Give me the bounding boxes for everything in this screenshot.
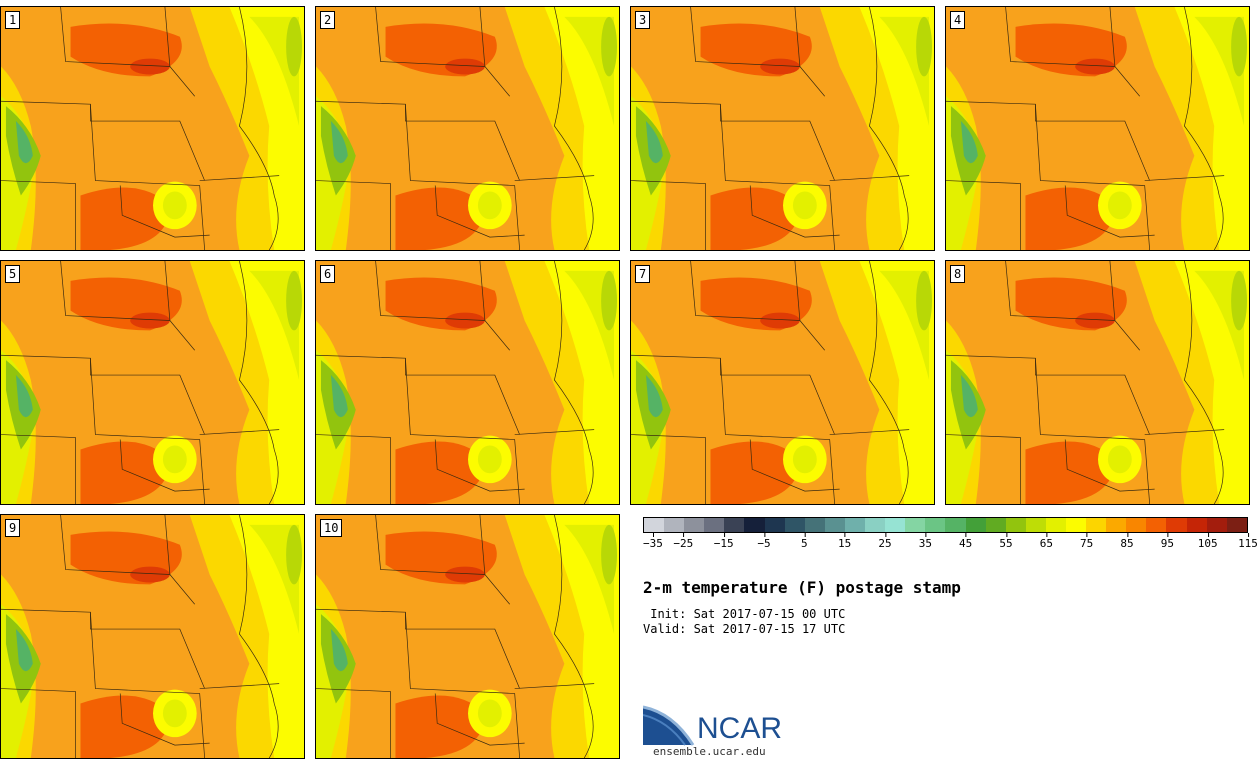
temperature-map bbox=[316, 261, 619, 504]
colorbar-swatch bbox=[1086, 518, 1107, 532]
colorbar-tick: 5 bbox=[801, 533, 808, 550]
ncar-logo-text: NCAR bbox=[697, 712, 783, 745]
init-time: Init: Sat 2017-07-15 00 UTC bbox=[643, 607, 846, 621]
colorbar-tick: −35 bbox=[643, 533, 663, 550]
colorbar-tick: −25 bbox=[673, 533, 693, 550]
member-panel: 4 bbox=[945, 6, 1250, 251]
member-panel: 6 bbox=[315, 260, 620, 505]
member-panel: 2 bbox=[315, 6, 620, 251]
colorbar-swatch bbox=[1045, 518, 1066, 532]
colorbar-swatch bbox=[945, 518, 966, 532]
colorbar-tick: −5 bbox=[757, 533, 771, 550]
temperature-map bbox=[316, 7, 619, 250]
temperature-map bbox=[316, 515, 619, 758]
colorbar-tick: 15 bbox=[838, 533, 851, 550]
member-number: 3 bbox=[635, 11, 651, 29]
colorbar-swatch bbox=[644, 518, 665, 532]
member-number: 7 bbox=[635, 265, 651, 283]
colorbar-tick: 105 bbox=[1198, 533, 1218, 550]
colorbar-swatch bbox=[764, 518, 785, 532]
member-number: 10 bbox=[320, 519, 343, 537]
temperature-map bbox=[631, 261, 934, 504]
colorbar-swatch bbox=[1146, 518, 1167, 532]
colorbar-swatch bbox=[724, 518, 745, 532]
member-panel: 5 bbox=[0, 260, 305, 505]
colorbar-swatch bbox=[1166, 518, 1187, 532]
colorbar-tick: −15 bbox=[714, 533, 734, 550]
colorbar-tick: 55 bbox=[999, 533, 1013, 550]
colorbar-swatch bbox=[1126, 518, 1147, 532]
colorbar-swatch bbox=[684, 518, 705, 532]
colorbar-swatch bbox=[1106, 518, 1127, 532]
colorbar-tick: 45 bbox=[959, 533, 972, 550]
colorbar-tick: 35 bbox=[919, 533, 932, 550]
member-panel: 7 bbox=[630, 260, 935, 505]
temperature-map bbox=[1, 515, 304, 758]
colorbar-tick: 75 bbox=[1080, 533, 1093, 550]
member-number: 9 bbox=[5, 519, 21, 537]
temperature-map bbox=[946, 261, 1249, 504]
temperature-map bbox=[1, 7, 304, 250]
colorbar-swatch bbox=[664, 518, 685, 532]
colorbar-swatch bbox=[784, 518, 805, 532]
colorbar-swatch bbox=[885, 518, 906, 532]
colorbar-swatch bbox=[965, 518, 986, 532]
temperature-map bbox=[1, 261, 304, 504]
colorbar-tick: 95 bbox=[1161, 533, 1174, 550]
colorbar-swatch bbox=[824, 518, 845, 532]
colorbar-swatch bbox=[804, 518, 825, 532]
temperature-map bbox=[631, 7, 934, 250]
member-panel: 3 bbox=[630, 6, 935, 251]
colorbar-swatch bbox=[1186, 518, 1207, 532]
member-number: 5 bbox=[5, 265, 21, 283]
member-number: 6 bbox=[320, 265, 336, 283]
chart-title: 2-m temperature (F) postage stamp bbox=[643, 578, 961, 597]
colorbar-swatch bbox=[905, 518, 926, 532]
valid-time: Valid: Sat 2017-07-15 17 UTC bbox=[643, 622, 846, 636]
colorbar-tick-labels: −35 −25 −15 −5 5 15 25 35 45 55 65 75 85 95 105 115 bbox=[643, 533, 1258, 553]
colorbar-swatch bbox=[1005, 518, 1026, 532]
member-number: 4 bbox=[950, 11, 966, 29]
colorbar-tick: 65 bbox=[1040, 533, 1053, 550]
member-number: 2 bbox=[320, 11, 336, 29]
member-number: 8 bbox=[950, 265, 966, 283]
temperature-colorbar bbox=[643, 517, 1248, 533]
colorbar-swatch bbox=[1206, 518, 1227, 532]
colorbar-tick: 85 bbox=[1120, 533, 1134, 550]
colorbar-swatch bbox=[744, 518, 765, 532]
colorbar-swatch bbox=[985, 518, 1006, 532]
colorbar-swatch bbox=[1065, 518, 1087, 532]
member-panel: 8 bbox=[945, 260, 1250, 505]
temperature-map bbox=[946, 7, 1249, 250]
member-number: 1 bbox=[5, 11, 21, 29]
colorbar-tick: 25 bbox=[878, 533, 892, 550]
member-panel: 10 bbox=[315, 514, 620, 759]
colorbar-swatch bbox=[925, 518, 946, 532]
colorbar-tick: 115 bbox=[1238, 533, 1258, 550]
colorbar-swatch bbox=[844, 518, 866, 532]
colorbar-swatch bbox=[1226, 518, 1247, 532]
colorbar-swatch bbox=[865, 518, 886, 532]
member-panel: 9 bbox=[0, 514, 305, 759]
ensemble-url: ensemble.ucar.edu bbox=[653, 745, 766, 758]
ncar-logo-icon bbox=[643, 705, 695, 746]
member-panel: 1 bbox=[0, 6, 305, 251]
colorbar-swatch bbox=[1025, 518, 1046, 532]
colorbar-swatch bbox=[704, 518, 725, 532]
